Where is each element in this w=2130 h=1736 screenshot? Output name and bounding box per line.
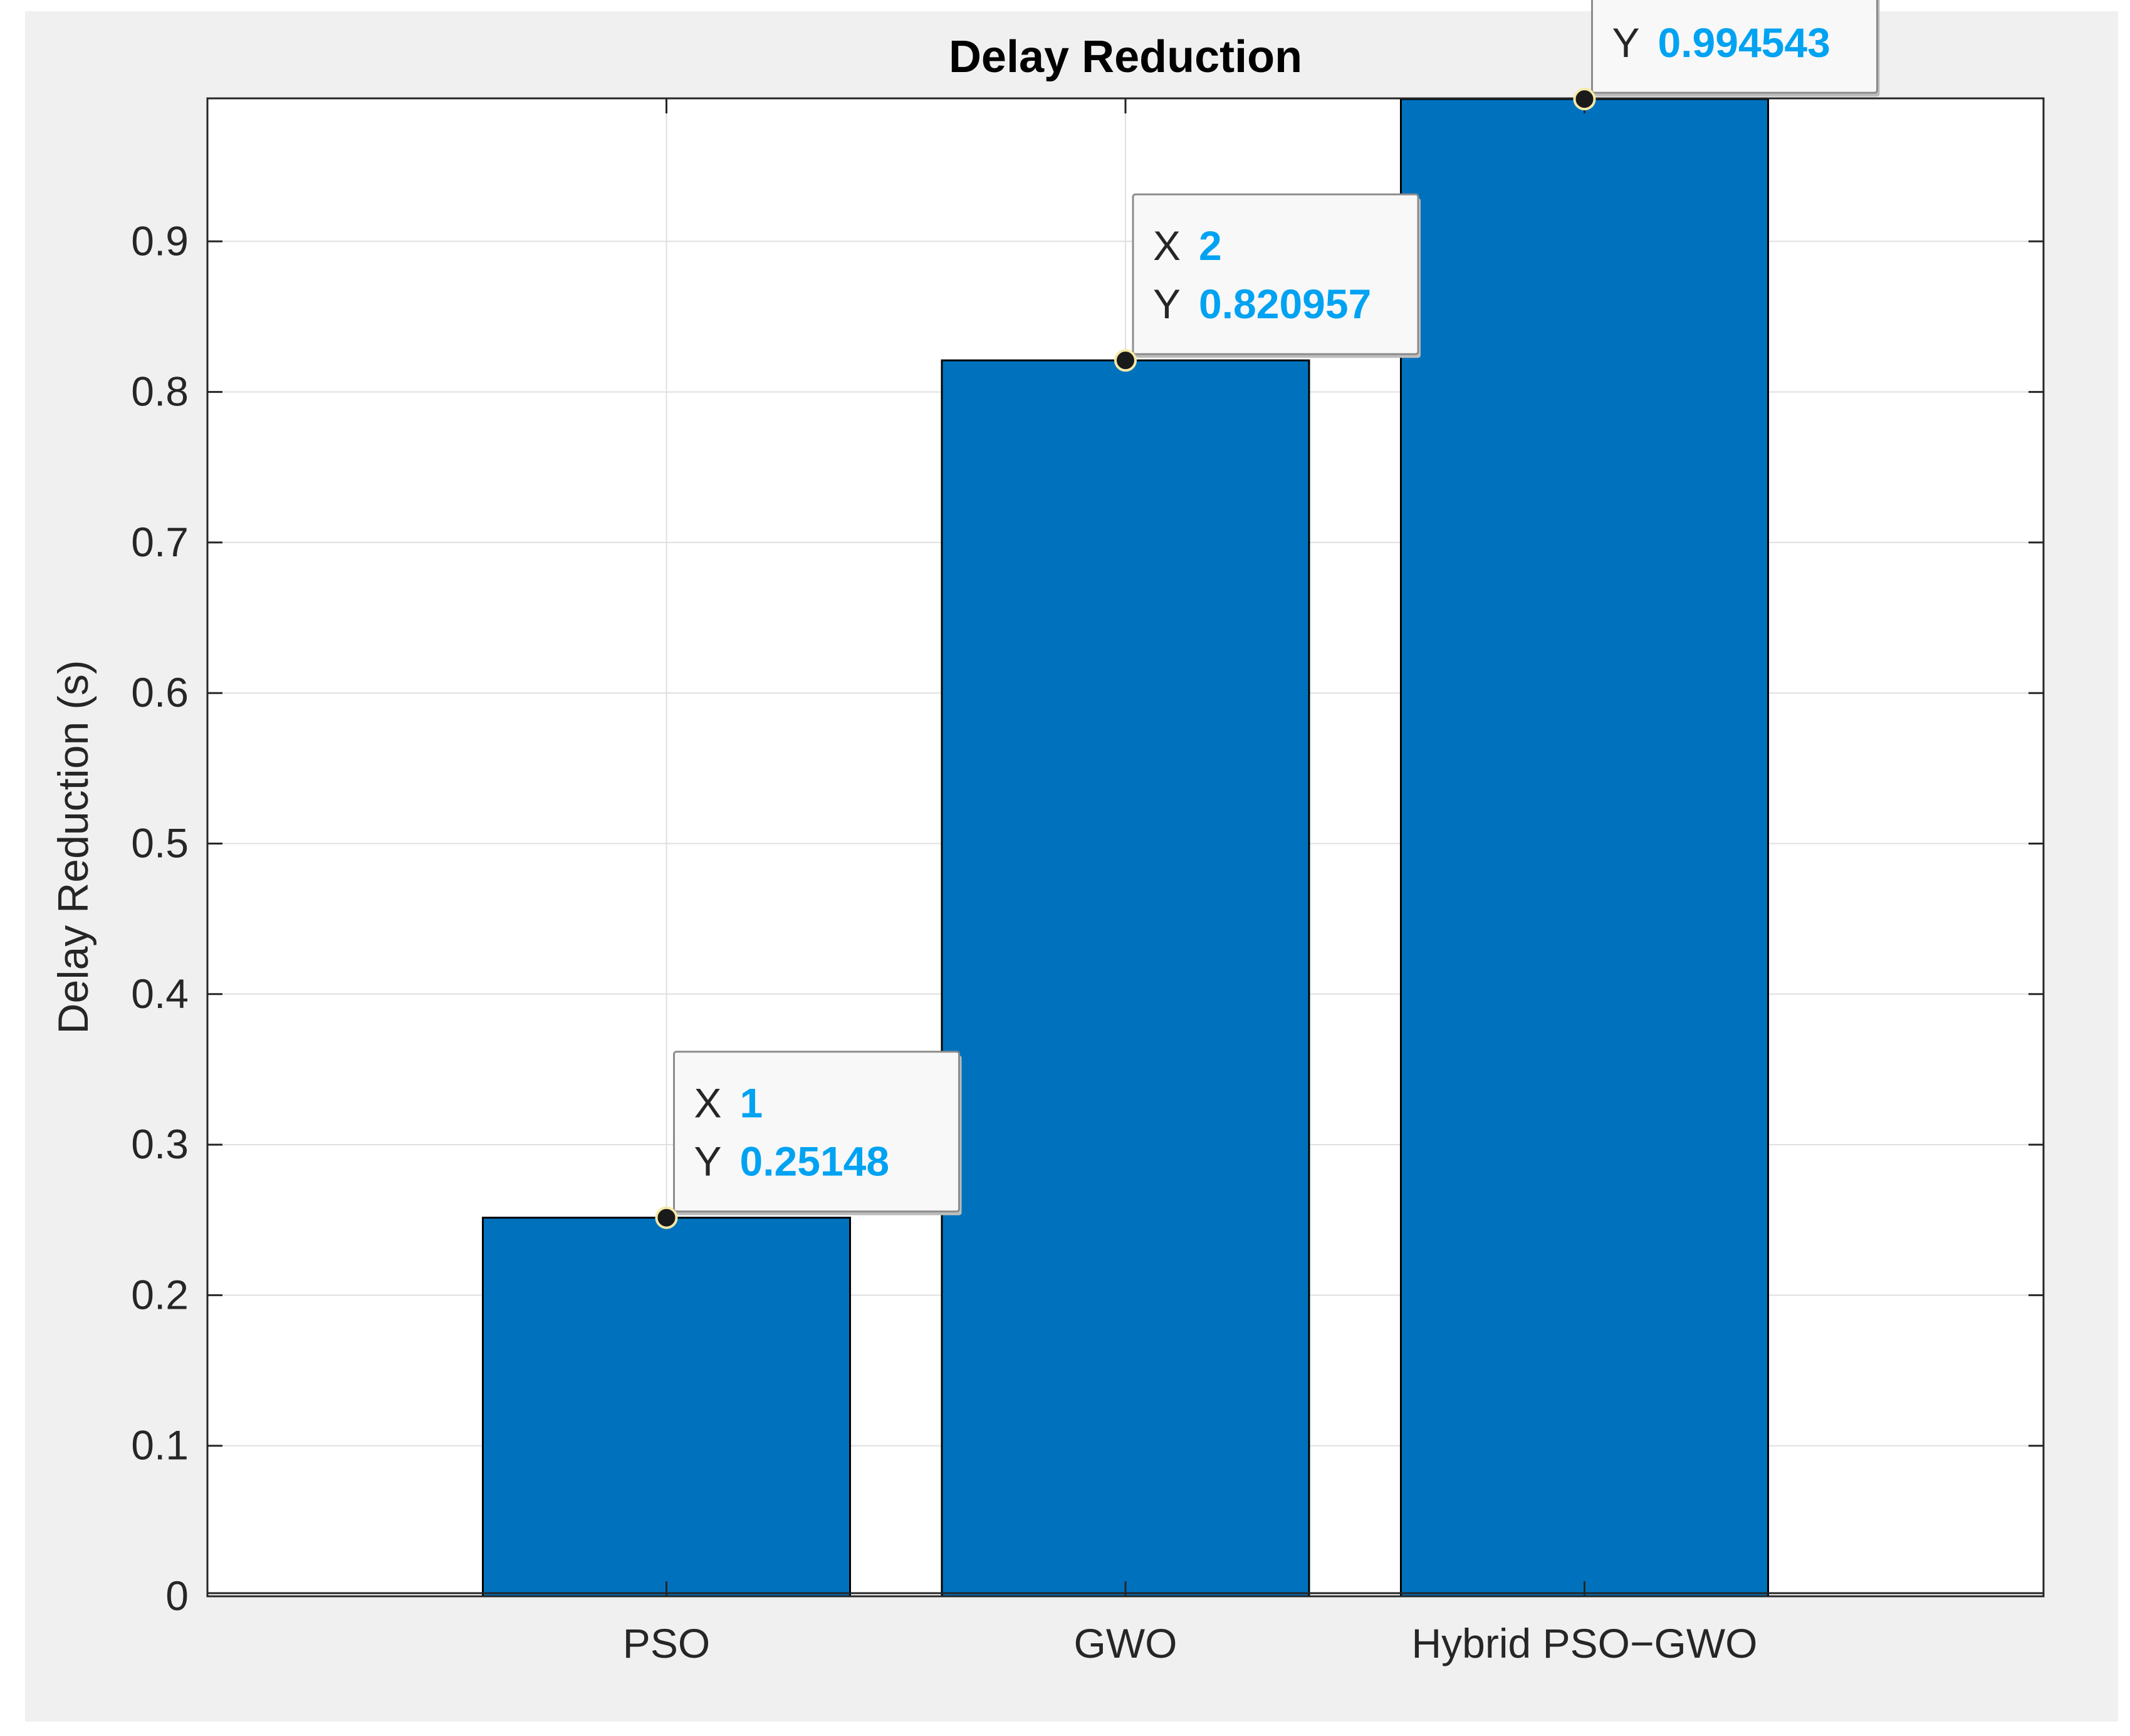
y-tick-label: 0.9 [131,217,189,264]
data-tip-2: X 2Y 0.820957 [1114,193,1421,372]
data-tip-marker [1573,88,1596,111]
x-tick-labels: PSO GWO Hybrid PSO−GWO [623,1620,1758,1666]
data-tip-marker [655,1206,678,1229]
x-tick-label: PSO [623,1620,710,1666]
data-tip-3: X 3 Y 0.994543 [1573,0,1880,111]
data-tip-x-key: X [1153,222,1181,269]
data-tip-box [673,1051,960,1213]
data-tip-y-value: 0.994543 [1658,19,1830,66]
y-tick-labels: 0 0.1 0.2 0.3 0.4 0.5 0.6 0.7 0.8 0.9 [131,217,189,1619]
y-tick-label: 0 [165,1572,189,1619]
y-tick-label: 0.6 [131,669,189,715]
bar-3 [1400,98,1769,1598]
data-tip-x-key: X [1612,0,1640,8]
data-tip-box [1132,193,1419,355]
y-tick-label: 0.4 [131,970,189,1017]
y-tick-label: 0.7 [131,519,189,565]
y-tick-label: 0.3 [131,1121,189,1167]
data-tip-1: X 1Y 0.25148 [655,1051,962,1229]
data-tip-y-key: Y [1612,19,1640,66]
data-tip-y-value: 0.820957 [1199,281,1371,327]
y-axis-label: Delay Reduction (s) [50,660,97,1034]
x-tick-label: GWO [1074,1620,1177,1666]
data-tip-x-key: X [694,1080,722,1126]
tick-marks [207,98,2044,1598]
y-tick-label: 0.1 [131,1422,189,1468]
data-tip-x-value: 3 [1658,0,1681,8]
data-tip-box [1591,0,1878,94]
data-tip-y-key: Y [694,1138,722,1185]
bars [482,98,1769,1598]
y-tick-label: 0.8 [131,368,189,415]
bar-2 [941,359,1310,1598]
data-tip-x-value: 2 [1199,222,1222,269]
chart-title: Delay Reduction [949,32,1302,82]
data-tip-y-key: Y [1153,281,1181,327]
x-tick-label: Hybrid PSO−GWO [1412,1620,1758,1666]
bar-1 [482,1217,851,1598]
y-tick-label: 0.2 [131,1271,189,1318]
data-tip-marker [1114,349,1137,372]
data-tip-y-value: 0.25148 [740,1138,890,1185]
data-tip-x-value: 1 [740,1080,763,1126]
y-tick-label: 0.5 [131,819,189,866]
